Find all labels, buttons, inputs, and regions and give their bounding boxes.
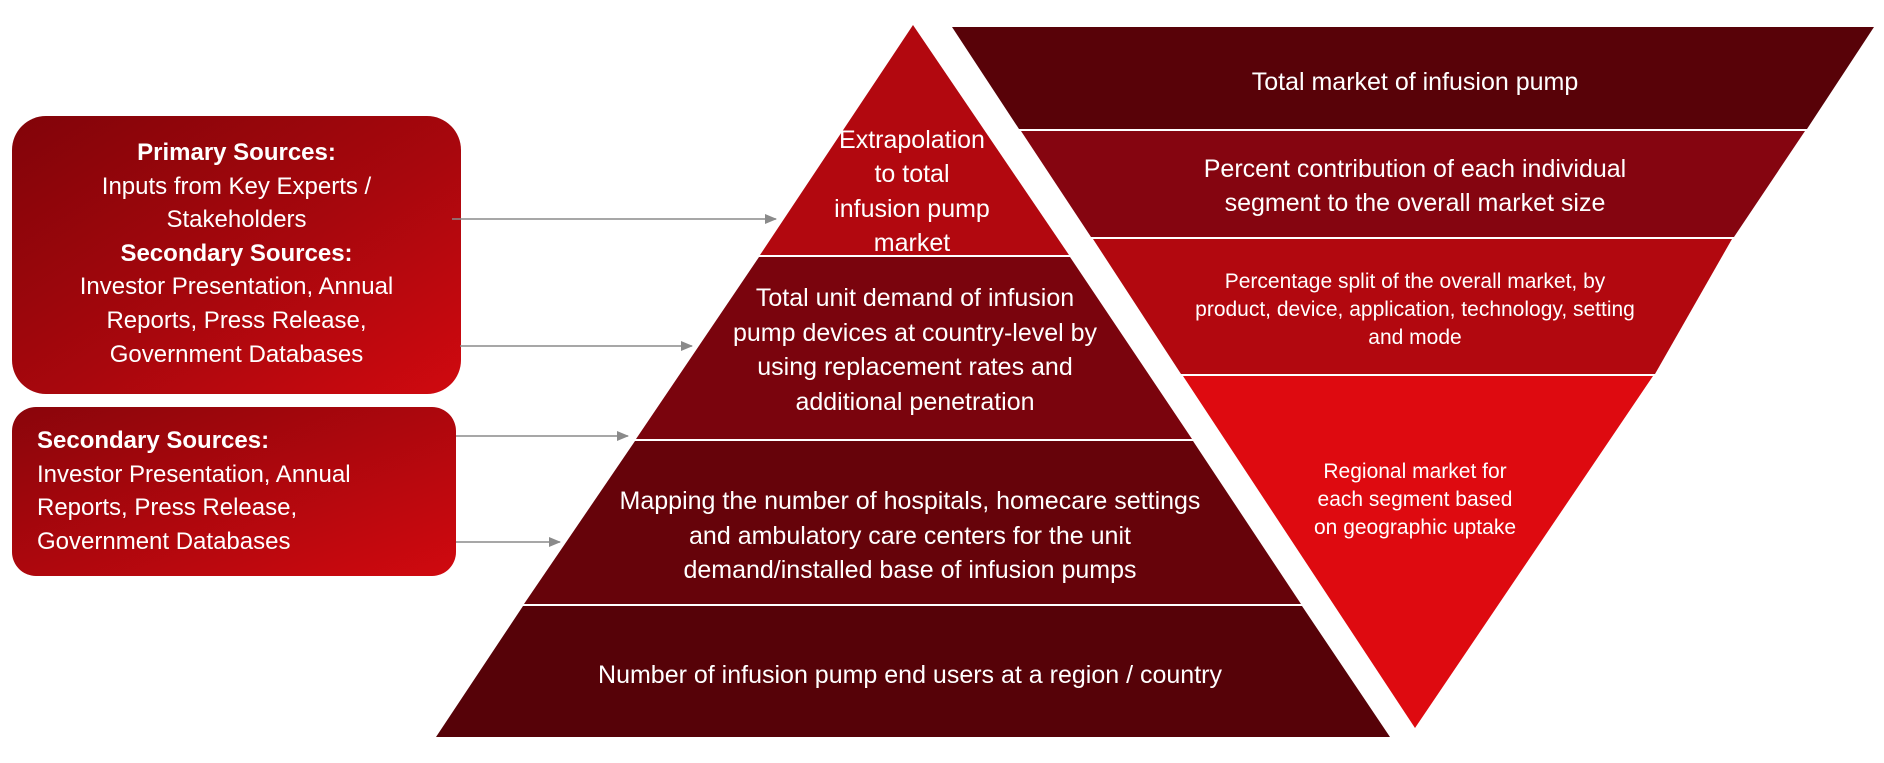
- inverted-tier-2-line-2: segment to the overall market size: [1224, 189, 1606, 217]
- inverted-tier-4-label: Regional market for each segment based o…: [1260, 455, 1570, 545]
- pyramid-tier-1-line-1: Extrapolation: [839, 125, 985, 154]
- pyramid-tier-3-line-2: and ambulatory care centers for the unit: [689, 521, 1131, 550]
- inverted-tier-2-shape: [1021, 131, 1805, 237]
- box2-secondary-line-2: Reports, Press Release,: [37, 494, 298, 522]
- pyramid-tier-1-label: Extrapolation to total infusion pump mar…: [812, 124, 1012, 259]
- box1-text: Primary Sources: Inputs from Key Experts…: [12, 136, 461, 371]
- pyramid-tier-2-line-4: additional penetration: [795, 387, 1035, 416]
- pyramid-tier-2-line-3: using replacement rates and: [757, 353, 1073, 381]
- pyramid-tier-2-line-1: Total unit demand of infusion: [755, 284, 1075, 312]
- inverted-tier-3-line-3: and mode: [1368, 325, 1462, 349]
- box2-secondary-line-1: Investor Presentation, Annual: [37, 460, 351, 488]
- box2-secondary-title: Secondary Sources:: [37, 427, 270, 454]
- pyramid-tier-1-line-2: to total: [874, 160, 950, 188]
- inverted-tier-4-shape: [1183, 376, 1653, 728]
- pyramid-tier-1-line-4: market: [873, 229, 951, 257]
- inverted-tier-2-line-1: Percent contribution of each individual: [1203, 154, 1627, 183]
- pyramid-tier-3-label: Mapping the number of hospitals, homecar…: [580, 484, 1240, 588]
- inverted-tier-3-label: Percentage split of the overall market, …: [1150, 265, 1680, 355]
- primary-secondary-sources-box: [12, 116, 461, 394]
- pyramid-tier-1-line-3: infusion pump: [834, 194, 990, 223]
- inverted-tier-4-line-3: on geographic uptake: [1314, 515, 1516, 539]
- inverted-tier-1-line-1: Total market of infusion pump: [1251, 67, 1579, 96]
- box2-secondary-line-3: Government Databases: [37, 527, 291, 555]
- secondary-sources-box: [12, 407, 456, 576]
- inverted-tier-4-line-1: Regional market for: [1323, 460, 1507, 484]
- pyramid-tier-2-line-2: pump devices at country-level by: [732, 318, 1098, 347]
- pyramid-tier-3-line-3: demand/installed base of infusion pumps: [683, 556, 1137, 585]
- inverted-tier-4-line-2: each segment based: [1317, 488, 1513, 512]
- box1-primary-line-1: Inputs from Key Experts /: [101, 172, 372, 200]
- box1-secondary-title: Secondary Sources:: [120, 239, 353, 267]
- box1-primary-title: Primary Sources:: [137, 139, 336, 166]
- pyramid-tier-4-label: Number of infusion pump end users at a r…: [520, 655, 1300, 695]
- pyramid-tier-3-shape: [524, 441, 1301, 604]
- pyramid-tier-1-shape: [760, 25, 1069, 255]
- box1-secondary-line-2: Reports, Press Release,: [106, 306, 367, 334]
- pyramid-tier-3-line-1: Mapping the number of hospitals, homecar…: [619, 487, 1201, 516]
- pyramid-tier-4-shape: [436, 606, 1390, 737]
- pyramid-tier-2-shape: [636, 257, 1192, 439]
- box1-secondary-line-1: Investor Presentation, Annual: [79, 273, 394, 301]
- pyramid-tier-2-label: Total unit demand of infusion pump devic…: [690, 280, 1140, 420]
- inverted-tier-3-shape: [1093, 239, 1732, 374]
- box1-secondary-line-3: Government Databases: [109, 340, 364, 368]
- inverted-tier-2-label: Percent contribution of each individual …: [1110, 150, 1720, 222]
- inverted-tier-3-line-2: product, device, application, technology…: [1195, 298, 1635, 322]
- pyramid-tier-4-line-1: Number of infusion pump end users at a r…: [598, 660, 1222, 689]
- box2-text: Secondary Sources: Investor Presentation…: [37, 424, 437, 558]
- inverted-tier-1-shape: [952, 27, 1874, 129]
- inverted-tier-1-label: Total market of infusion pump: [1100, 62, 1730, 102]
- box1-primary-line-2: Stakeholders: [166, 206, 307, 234]
- inverted-tier-3-line-1: Percentage split of the overall market, …: [1224, 270, 1606, 294]
